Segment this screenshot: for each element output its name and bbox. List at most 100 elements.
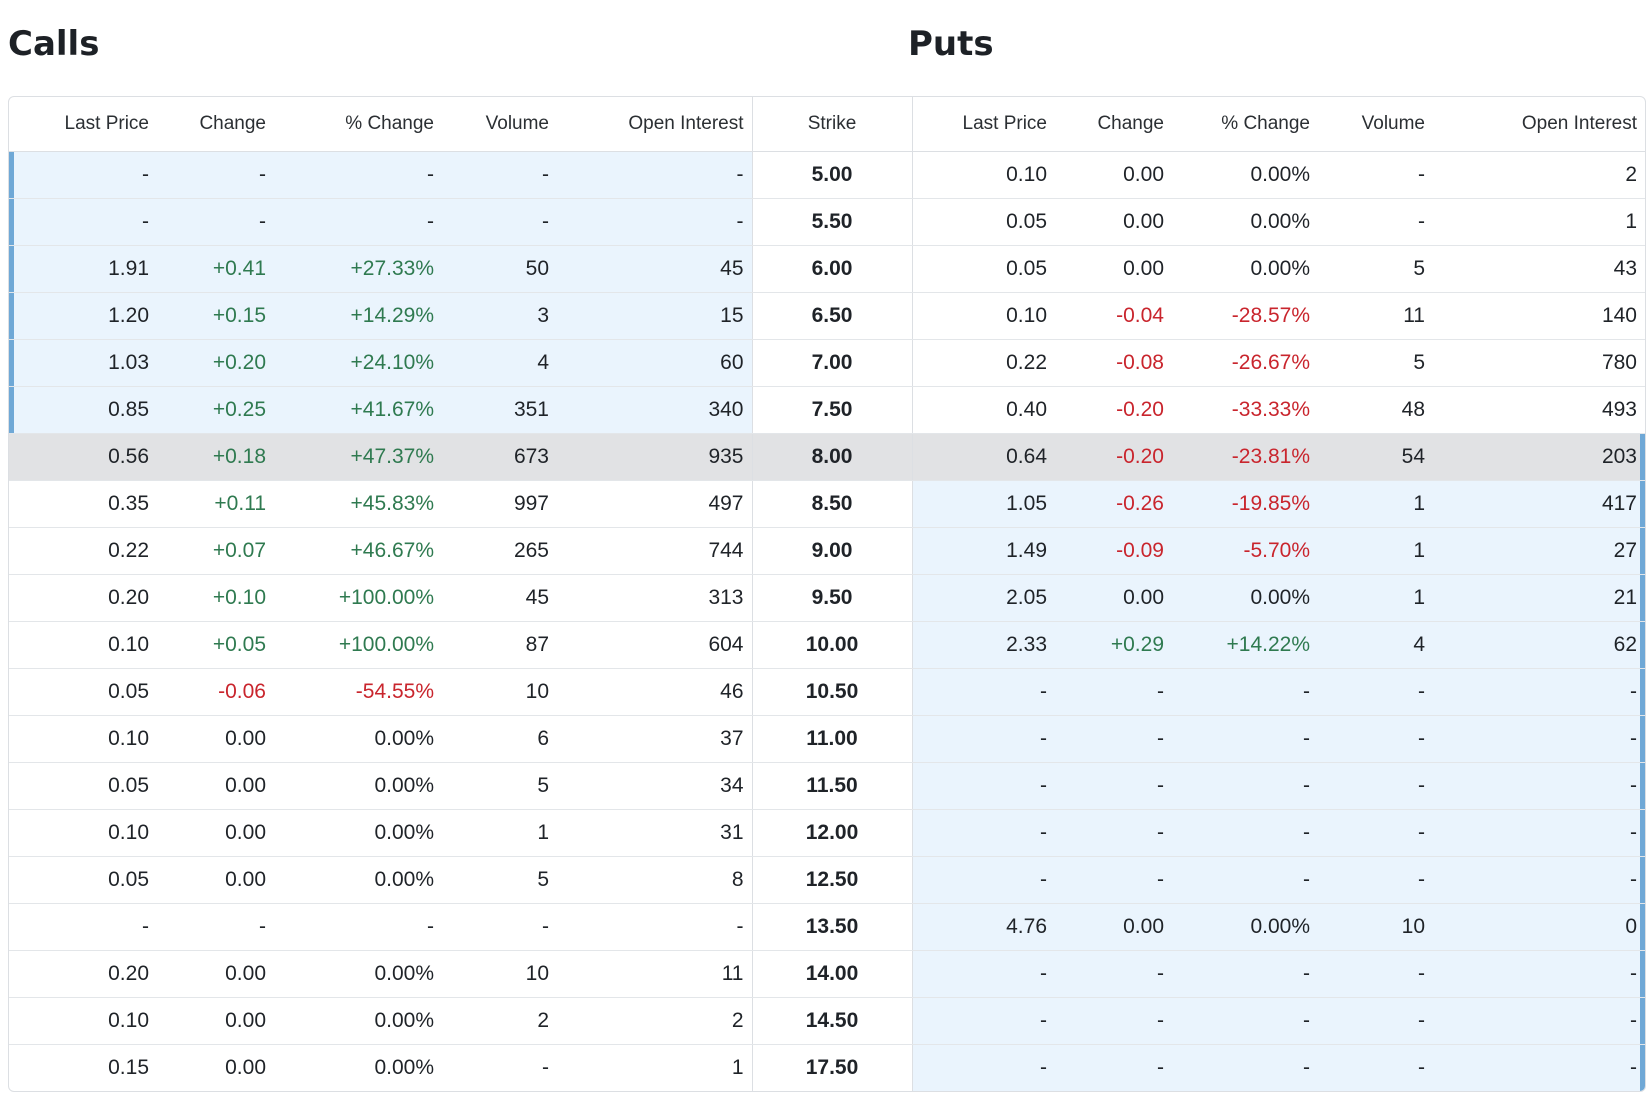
table-row[interactable]: 0.56 +0.18 +47.37% 673 935 8.00 0.64 -0.20 -23.8… bbox=[9, 433, 1645, 481]
table-row[interactable]: 0.22 +0.07 +46.67% 265 744 9.00 1.49 -0.09 -5.70… bbox=[9, 527, 1645, 575]
calls-change-cell: +0.25 bbox=[157, 386, 274, 434]
calls-change-cell: +0.20 bbox=[157, 339, 274, 387]
puts-last-price-cell: 2.33 bbox=[912, 621, 1055, 669]
puts-open-interest-cell: 780 bbox=[1433, 339, 1645, 387]
calls-change-cell: - bbox=[157, 903, 274, 951]
calls-volume-cell: 5 bbox=[442, 856, 557, 904]
calls-volume-cell: 5 bbox=[442, 762, 557, 810]
strike-cell: 10.00 bbox=[751, 621, 913, 669]
calls-percent-change-cell: 0.00% bbox=[274, 856, 442, 904]
calls-open-interest-cell: 2 bbox=[557, 997, 752, 1045]
calls-last-price-cell: 0.05 bbox=[9, 668, 157, 716]
calls-volume-cell: 1 bbox=[442, 809, 557, 857]
puts-percent-change-cell: -26.67% bbox=[1172, 339, 1318, 387]
strike-cell: 9.50 bbox=[751, 574, 913, 622]
strike-cell: 14.00 bbox=[751, 950, 913, 998]
calls-change-cell: 0.00 bbox=[225, 1055, 266, 1079]
table-row[interactable]: 1.03 +0.20 +24.10% 4 60 7.00 0.22 -0.08 -26.67% 5… bbox=[9, 339, 1645, 387]
puts-change-header[interactable]: Change bbox=[1055, 97, 1172, 152]
puts-percent-change-cell: -33.33% bbox=[1172, 386, 1318, 434]
calls-last-price-cell: 1.03 bbox=[9, 339, 157, 387]
strike-header[interactable]: Strike bbox=[751, 97, 913, 152]
strike-cell: 6.00 bbox=[751, 245, 913, 293]
puts-open-interest-cell: 1 bbox=[1433, 198, 1645, 246]
puts-last-price-cell: 0.10 bbox=[912, 292, 1055, 340]
puts-volume-cell: 48 bbox=[1318, 386, 1433, 434]
puts-change-cell: -0.20 bbox=[1055, 386, 1172, 434]
puts-change-cell: +0.29 bbox=[1055, 621, 1172, 669]
puts-open-interest-cell: - bbox=[1433, 809, 1645, 857]
table-row[interactable]: - - - - -13.50 4.76 0.00 0.00% 10 0 bbox=[9, 903, 1645, 951]
calls-change-cell: +0.15 bbox=[157, 292, 274, 340]
calls-volume-cell: 673 bbox=[442, 433, 557, 481]
table-row[interactable]: 0.10 +0.05 +100.00% 87 604 10.00 2.33 +0.29 +14.… bbox=[9, 621, 1645, 669]
puts-open-interest-header[interactable]: Open Interest bbox=[1433, 97, 1645, 152]
puts-open-interest-cell: 140 bbox=[1433, 292, 1645, 340]
puts-change-cell: -0.04 bbox=[1055, 292, 1172, 340]
calls-volume-cell: 997 bbox=[442, 480, 557, 528]
table-row[interactable]: 0.10 0.00 0.00% 2 2 14.50- - - - - bbox=[9, 997, 1645, 1045]
table-row[interactable]: 1.20 +0.15 +14.29% 3 15 6.50 0.10 -0.04 -28.57% 1… bbox=[9, 292, 1645, 340]
table-row[interactable]: 1.91 +0.41 +27.33% 50 45 6.00 0.05 0.00 0.00% 5 43 bbox=[9, 245, 1645, 293]
calls-last-price-header[interactable]: Last Price bbox=[9, 97, 157, 152]
puts-last-price-cell: 0.22 bbox=[912, 339, 1055, 387]
puts-volume-cell: 1 bbox=[1318, 574, 1433, 622]
puts-percent-change-cell: 0.00% bbox=[1172, 198, 1318, 246]
table-row[interactable]: 0.05 0.00 0.00% 5 34 11.50- - - - - bbox=[9, 762, 1645, 810]
table-row[interactable]: 0.05 0.00 0.00% 5 8 12.50- - - - - bbox=[9, 856, 1645, 904]
calls-last-price-cell: 1.20 bbox=[9, 292, 157, 340]
calls-change-cell: +0.18 bbox=[157, 433, 274, 481]
puts-last-price-cell: - bbox=[912, 668, 1055, 716]
table-row[interactable]: - - - - -5.50 0.05 0.00 0.00% -1 bbox=[9, 198, 1645, 246]
puts-percent-change-cell: - bbox=[1172, 715, 1318, 763]
calls-open-interest-cell: 34 bbox=[557, 762, 752, 810]
calls-percent-change-header[interactable]: % Change bbox=[274, 97, 442, 152]
calls-change-header[interactable]: Change bbox=[157, 97, 274, 152]
table-row[interactable]: 0.10 0.00 0.00% 1 31 12.00- - - - - bbox=[9, 809, 1645, 857]
puts-change-cell: 0.00 bbox=[1055, 151, 1172, 199]
calls-percent-change-cell: - bbox=[274, 903, 442, 951]
table-row[interactable]: 0.05 -0.06 -54.55% 10 46 10.50- - - - - bbox=[9, 668, 1645, 716]
strike-cell: 12.00 bbox=[751, 809, 913, 857]
puts-open-interest-cell: - bbox=[1433, 762, 1645, 810]
puts-last-price-cell: 2.05 bbox=[912, 574, 1055, 622]
table-row[interactable]: 0.20 0.00 0.00% 10 11 14.00- - - - - bbox=[9, 950, 1645, 998]
puts-volume-header[interactable]: Volume bbox=[1318, 97, 1433, 152]
table-row[interactable]: 0.35 +0.11 +45.83% 997 497 8.50 1.05 -0.26 -19.8… bbox=[9, 480, 1645, 528]
strike-cell: 11.50 bbox=[751, 762, 913, 810]
option-chain-table: Last Price Change % Change Volume Open I… bbox=[8, 96, 1646, 1092]
puts-last-price-header[interactable]: Last Price bbox=[912, 97, 1055, 152]
puts-open-interest-cell: 2 bbox=[1433, 151, 1645, 199]
calls-open-interest-header[interactable]: Open Interest bbox=[557, 97, 752, 152]
puts-percent-change-cell: - bbox=[1172, 856, 1318, 904]
calls-percent-change-cell: - bbox=[274, 151, 442, 199]
calls-open-interest-cell: 60 bbox=[557, 339, 752, 387]
strike-cell: 5.00 bbox=[751, 151, 913, 199]
table-row[interactable]: 0.10 0.00 0.00% 6 37 11.00- - - - - bbox=[9, 715, 1645, 763]
puts-volume-cell: 5 bbox=[1318, 339, 1433, 387]
calls-percent-change-cell: 0.00% bbox=[274, 809, 442, 857]
puts-volume-cell: - bbox=[1318, 151, 1433, 199]
table-row[interactable]: 0.85 +0.25 +41.67% 351 340 7.50 0.40 -0.20 -33.3… bbox=[9, 386, 1645, 434]
calls-change-cell: 0.00 bbox=[157, 950, 274, 998]
calls-volume-cell: 351 bbox=[442, 386, 557, 434]
table-row[interactable]: 0.20 +0.10 +100.00% 45 313 9.50 2.05 0.00 0.00% 1… bbox=[9, 574, 1645, 622]
puts-percent-change-header[interactable]: % Change bbox=[1172, 97, 1318, 152]
strike-cell: 6.50 bbox=[751, 292, 913, 340]
calls-volume-cell: 2 bbox=[442, 997, 557, 1045]
puts-percent-change-cell: 0.00% bbox=[1172, 151, 1318, 199]
calls-last-price-cell: 0.20 bbox=[9, 574, 157, 622]
table-row[interactable]: 0.15 0.00 0.00% -1 17.50- - - - - bbox=[9, 1044, 1645, 1091]
puts-last-price-cell: - bbox=[912, 950, 1055, 998]
calls-percent-change-cell: +100.00% bbox=[274, 574, 442, 622]
calls-last-price-cell: - bbox=[9, 198, 157, 246]
calls-volume-header[interactable]: Volume bbox=[442, 97, 557, 152]
calls-volume-cell: - bbox=[442, 198, 557, 246]
puts-last-price-cell: 4.76 bbox=[912, 903, 1055, 951]
strike-cell: 12.50 bbox=[751, 856, 913, 904]
strike-cell: 7.00 bbox=[751, 339, 913, 387]
calls-open-interest-cell: 935 bbox=[557, 433, 752, 481]
table-row[interactable]: - - - - -5.00 0.10 0.00 0.00% -2 bbox=[9, 151, 1645, 199]
puts-last-price-cell: - bbox=[912, 715, 1055, 763]
puts-change-cell: -0.09 bbox=[1055, 527, 1172, 575]
